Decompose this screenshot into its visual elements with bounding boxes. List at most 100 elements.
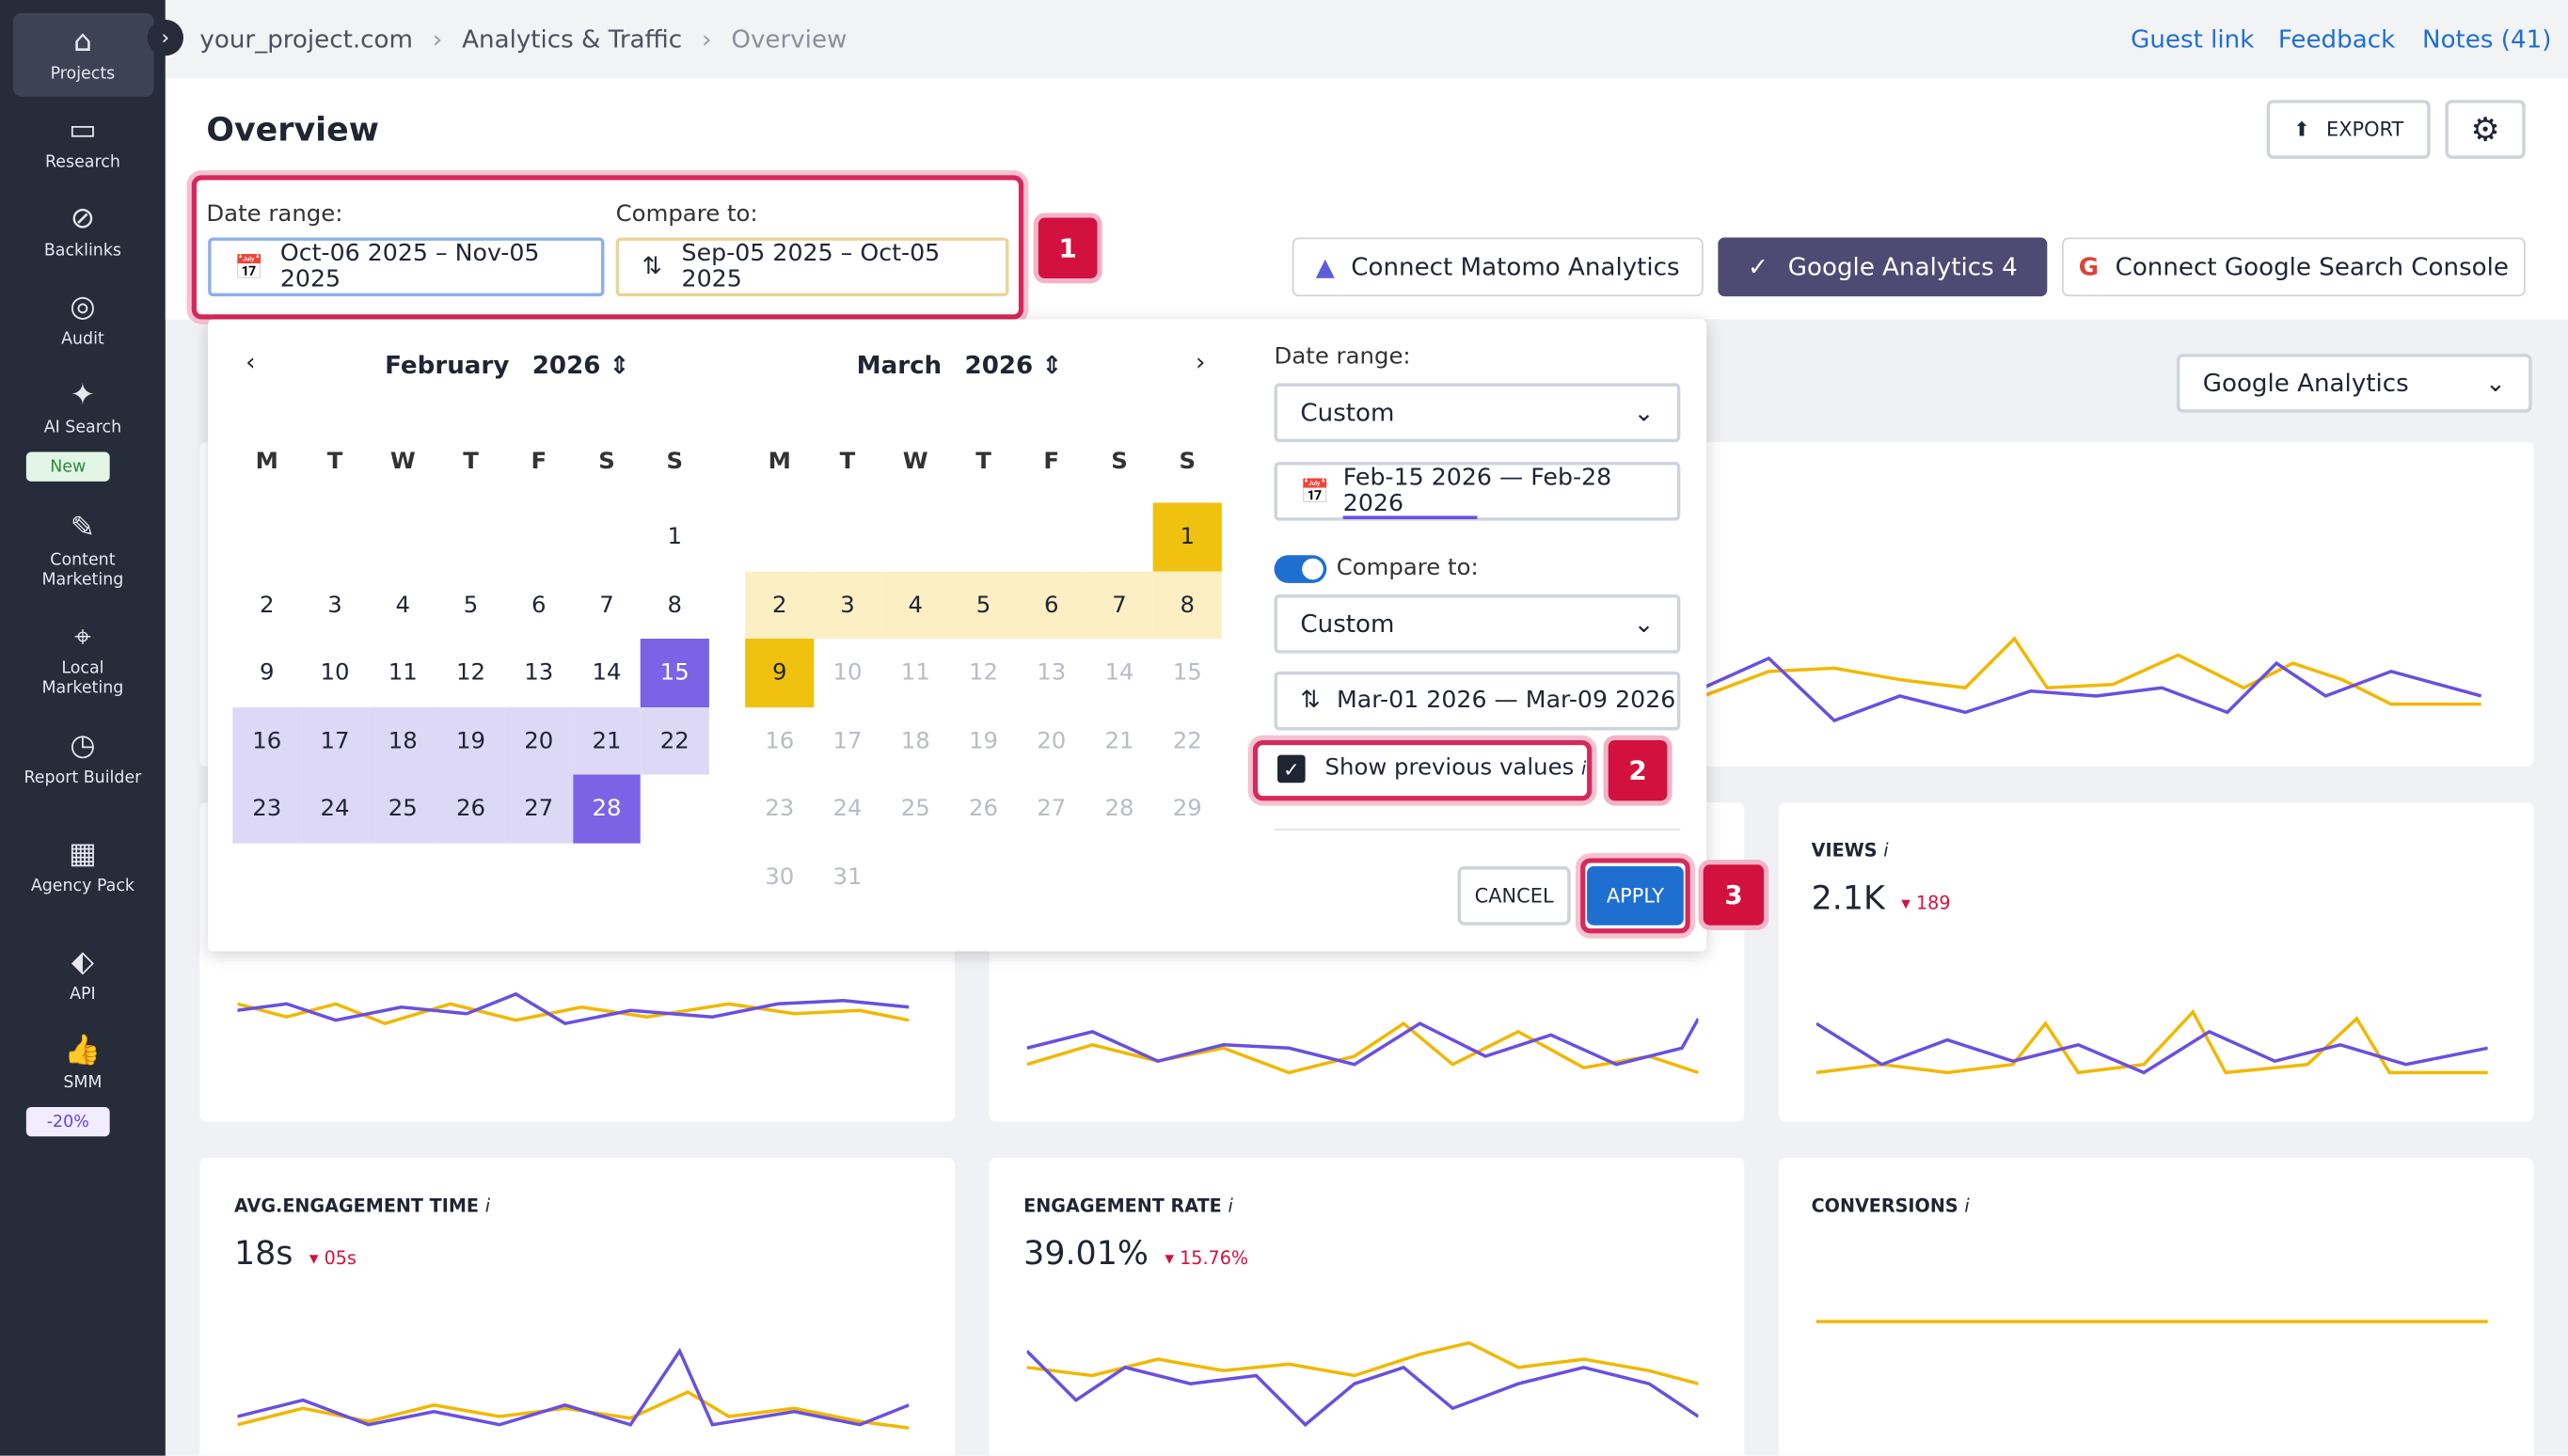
header-link[interactable]: Guest link: [2131, 24, 2255, 55]
calendar-day[interactable]: 10: [832, 659, 863, 687]
compare-input[interactable]: ⇅ Mar-01 2026 — Mar-09 2026: [1274, 671, 1681, 731]
calendar-day[interactable]: 28: [1104, 796, 1134, 823]
calendar-day[interactable]: 12: [968, 659, 999, 687]
calendar-day[interactable]: 8: [667, 592, 683, 619]
integration-button[interactable]: ✓ Google Analytics 4: [1718, 237, 2048, 297]
calendar-day[interactable]: 4: [881, 571, 950, 640]
calendar-day[interactable]: 14: [592, 659, 622, 687]
next-month[interactable]: ›: [1195, 347, 1206, 377]
year[interactable]: 2026: [964, 350, 1034, 380]
calendar-day[interactable]: 23: [232, 774, 301, 844]
calendar-day[interactable]: 23: [765, 796, 795, 823]
calendar-day[interactable]: 17: [300, 706, 370, 775]
year[interactable]: 2026: [531, 350, 601, 380]
settings-button[interactable]: ⚙: [2445, 100, 2526, 159]
calendar-day[interactable]: 1: [1153, 502, 1222, 572]
crumb[interactable]: Analytics & Traffic: [462, 24, 683, 55]
calendar-day[interactable]: 11: [388, 659, 418, 687]
calendar-day[interactable]: 15: [1172, 659, 1202, 687]
sidebar-label[interactable]: Research: [44, 153, 120, 172]
calendar-day[interactable]: 5: [949, 571, 1018, 640]
sidebar-label[interactable]: API: [70, 986, 96, 1005]
calendar-day[interactable]: 22: [1172, 727, 1202, 754]
sidebar-label[interactable]: Content Marketing: [41, 551, 124, 590]
calendar-day[interactable]: 6: [1017, 571, 1086, 640]
calendar-day[interactable]: 21: [572, 706, 642, 775]
sidebar-label[interactable]: Report Builder: [24, 769, 142, 788]
calendar-day[interactable]: 2: [745, 571, 814, 640]
checkbox[interactable]: ✓: [1277, 754, 1306, 783]
calendar-day[interactable]: 27: [1037, 796, 1067, 823]
sidebar-label[interactable]: AI Search: [43, 419, 122, 437]
calendar-day[interactable]: 18: [369, 706, 437, 775]
sidebar-toggle[interactable]: ›: [147, 19, 183, 56]
compare-select[interactable]: Custom ⌄: [1274, 594, 1681, 654]
calendar-day[interactable]: 19: [968, 727, 999, 754]
calendar-day[interactable]: 25: [369, 774, 437, 844]
calendar-day[interactable]: 21: [1104, 727, 1134, 754]
active-item[interactable]: [12, 12, 154, 97]
calendar-day[interactable]: 9: [745, 639, 814, 707]
calendar-day[interactable]: 5: [463, 592, 479, 619]
calendar-day[interactable]: 1: [667, 524, 683, 550]
date-range-field[interactable]: 📅 Oct-06 2025 – Nov-05 2025: [208, 237, 605, 297]
month-header[interactable]: February 2026 ⇕: [385, 350, 630, 380]
calendar-day[interactable]: 3: [327, 592, 342, 619]
date-range-select[interactable]: Custom ⌄: [1274, 383, 1681, 443]
calendar-day[interactable]: 2: [260, 592, 275, 619]
calendar-day[interactable]: 16: [765, 727, 795, 754]
crumb[interactable]: your_project.com: [199, 24, 413, 55]
calendar-day[interactable]: 20: [504, 706, 573, 775]
calendar-day[interactable]: 7: [599, 592, 614, 619]
calendar-day[interactable]: 19: [436, 706, 505, 775]
sidebar-label[interactable]: Audit: [61, 330, 104, 349]
calendar-day[interactable]: 22: [641, 706, 709, 775]
calendar-day[interactable]: 31: [832, 863, 863, 891]
calendar-day[interactable]: 10: [320, 659, 350, 687]
calendar-day[interactable]: 30: [765, 863, 795, 891]
header-link[interactable]: Feedback: [2277, 24, 2396, 55]
calendar-day[interactable]: 28: [572, 774, 642, 844]
calendar-day[interactable]: 17: [832, 727, 863, 754]
calendar-day[interactable]: 14: [1104, 659, 1134, 687]
calendar-day[interactable]: 16: [232, 706, 301, 775]
calendar-day[interactable]: 3: [813, 571, 882, 640]
info[interactable]: i: [1964, 1195, 1970, 1217]
calendar-day[interactable]: 6: [531, 592, 547, 619]
calendar-day[interactable]: 9: [260, 659, 275, 687]
calendar-day[interactable]: 12: [456, 659, 486, 687]
month-header[interactable]: March 2026 ⇕: [856, 350, 1063, 380]
sidebar-label[interactable]: SMM: [63, 1074, 103, 1093]
calendar-day[interactable]: 15: [641, 639, 709, 707]
calendar-day[interactable]: 26: [968, 796, 999, 823]
source-select[interactable]: Google Analytics ⌄: [2176, 354, 2532, 413]
calendar-day[interactable]: 4: [395, 592, 411, 619]
info[interactable]: i: [1581, 758, 1587, 780]
calendar-day[interactable]: 29: [1172, 796, 1202, 823]
calendar-day[interactable]: 7: [1085, 571, 1154, 640]
sidebar-label[interactable]: Agency Pack: [30, 878, 135, 896]
prev-month[interactable]: ‹: [246, 347, 256, 377]
calendar-day[interactable]: 25: [900, 796, 930, 823]
compare-toggle[interactable]: [1274, 555, 1327, 583]
sidebar-label[interactable]: Backlinks: [43, 242, 122, 261]
sidebar-label[interactable]: Local Marketing: [41, 659, 124, 698]
calendar-day[interactable]: 13: [1037, 659, 1067, 687]
integration-button[interactable]: G Connect Google Search Console: [2062, 237, 2526, 297]
calendar-day[interactable]: 27: [504, 774, 573, 844]
calendar-day[interactable]: 18: [900, 727, 930, 754]
header-link[interactable]: Notes (41): [2422, 24, 2552, 55]
calendar-day[interactable]: 24: [300, 774, 370, 844]
calendar-day[interactable]: 24: [832, 796, 863, 823]
info[interactable]: i: [1883, 840, 1889, 862]
date-input[interactable]: 📅 Feb-15 2026 — Feb-28 2026: [1274, 461, 1681, 521]
calendar-day[interactable]: 20: [1037, 727, 1067, 754]
calendar-day[interactable]: 11: [900, 659, 930, 687]
integration-button[interactable]: ▲ Connect Matomo Analytics: [1292, 237, 1704, 297]
calendar-day[interactable]: 13: [524, 659, 554, 687]
compare-field[interactable]: ⇅ Sep-05 2025 – Oct-05 2025: [615, 237, 1009, 297]
export-button[interactable]: ⬆ EXPORT: [2266, 100, 2431, 159]
info[interactable]: i: [1228, 1195, 1233, 1217]
info[interactable]: i: [484, 1195, 491, 1217]
cancel-button[interactable]: CANCEL: [1457, 866, 1571, 926]
